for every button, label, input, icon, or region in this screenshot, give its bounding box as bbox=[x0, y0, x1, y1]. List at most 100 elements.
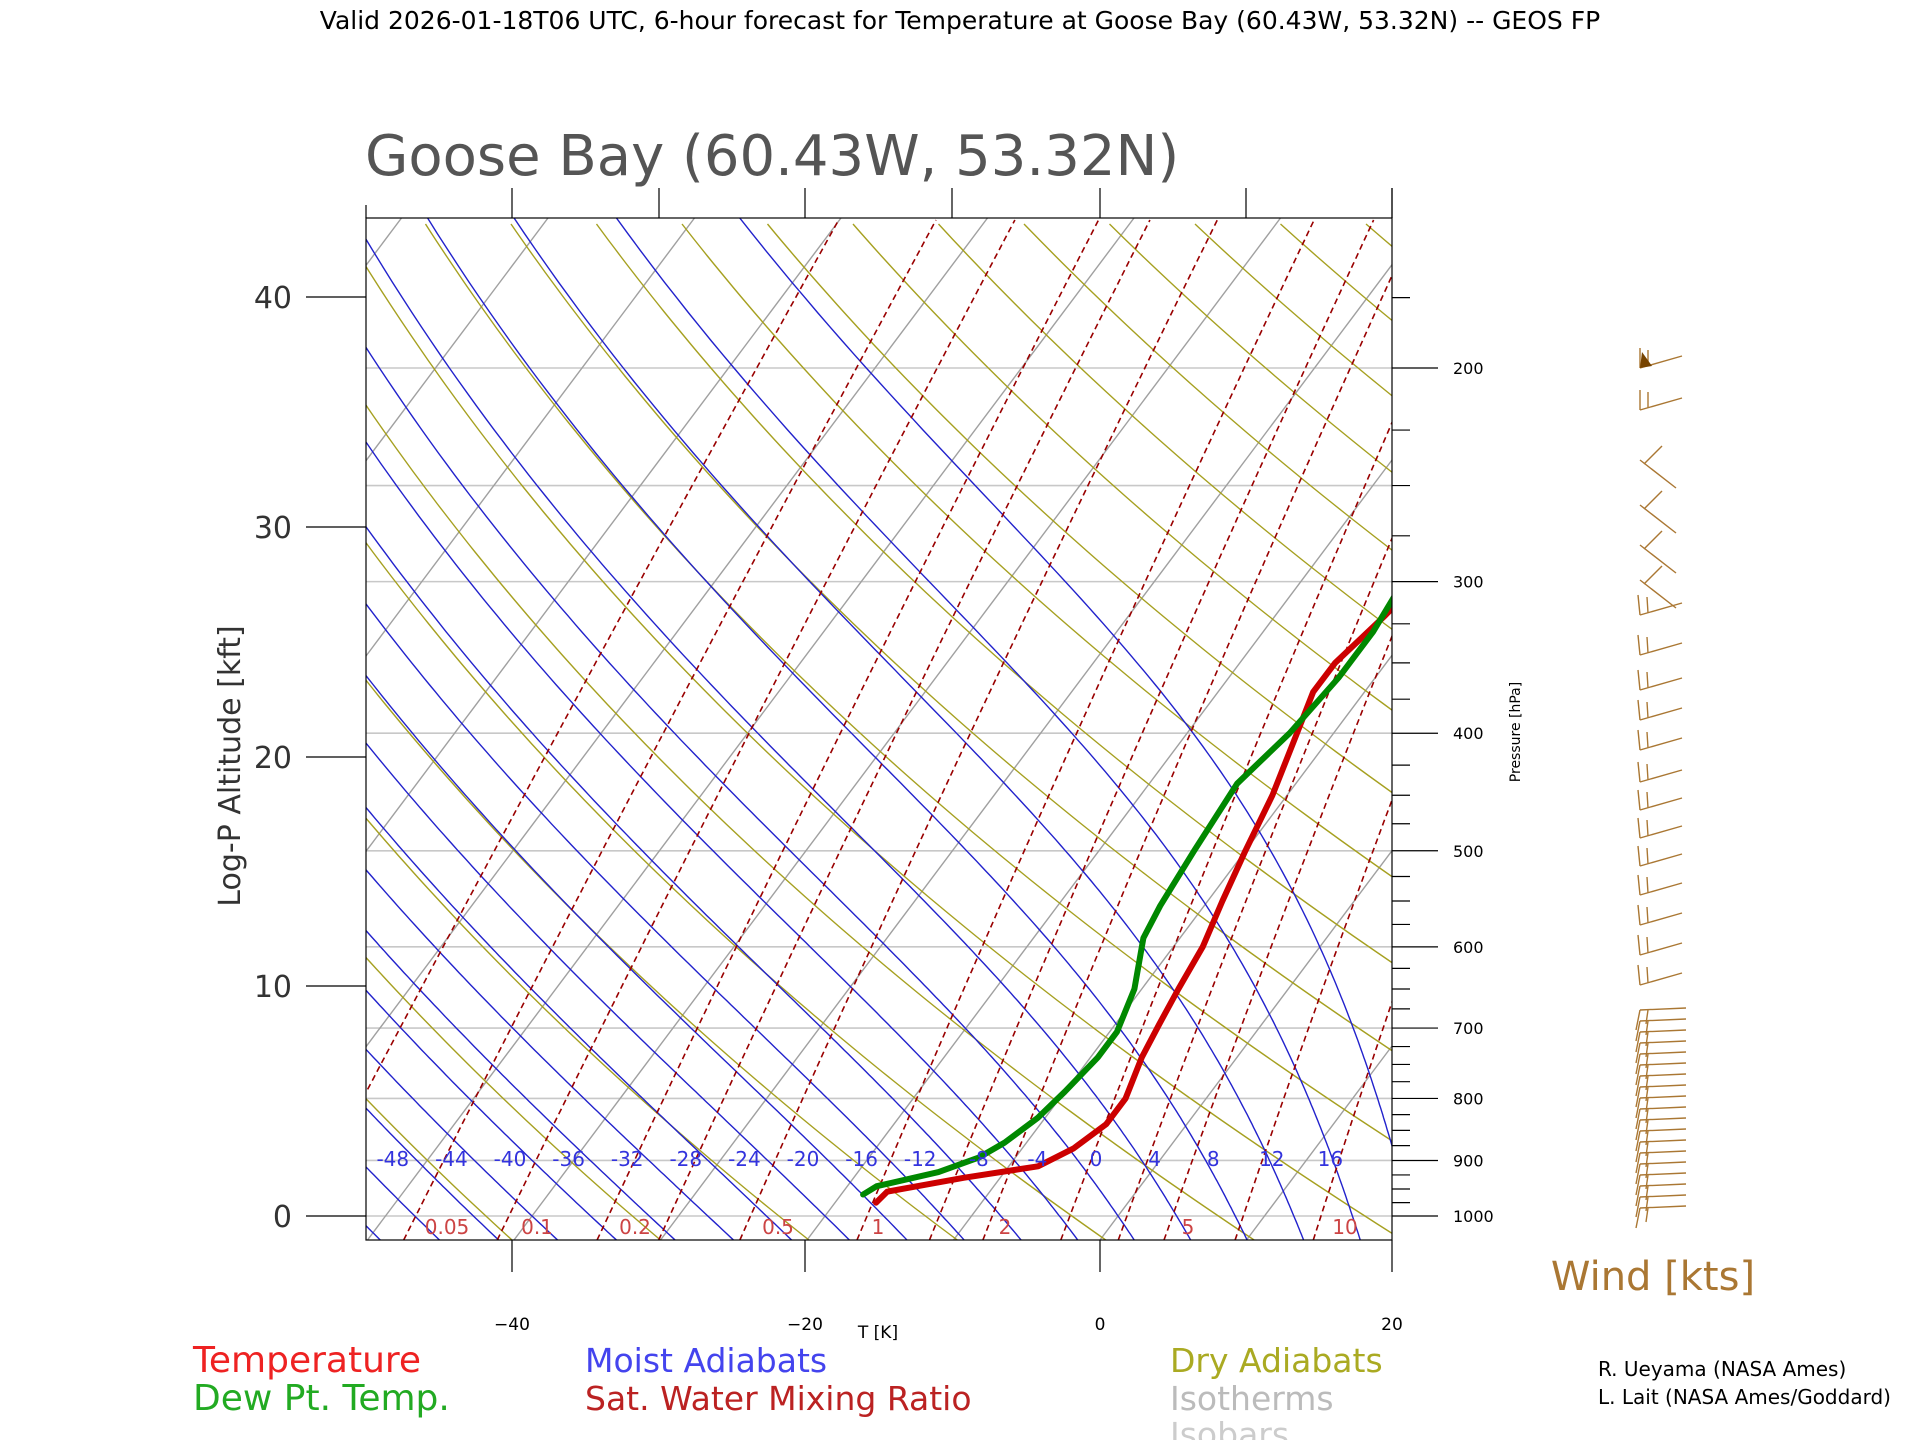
moist-adiabat-line bbox=[162, 180, 1027, 1247]
wind-barb bbox=[1638, 790, 1682, 810]
temperature-profile bbox=[876, 216, 1920, 1202]
wind-barb bbox=[1638, 635, 1682, 655]
mixing-ratio-line bbox=[1313, 220, 1685, 1240]
wind-barb bbox=[1638, 818, 1682, 838]
isotherm-line bbox=[1686, 218, 1920, 1240]
dry-adiabat-line bbox=[340, 224, 1403, 1240]
dry-adiabat-line bbox=[1366, 224, 1920, 1240]
dry-adiabat-line bbox=[0, 224, 660, 1240]
moist-adiabat-line bbox=[269, 180, 1139, 1247]
y-axis-label: Log-P Altitude [kft] bbox=[213, 625, 248, 906]
wind-barb bbox=[1638, 762, 1682, 782]
moist-adiabat-line bbox=[405, 180, 1251, 1247]
wind-barb bbox=[1640, 531, 1676, 573]
dry-adiabat-line bbox=[426, 224, 1552, 1240]
dry-adiabat-line bbox=[1623, 224, 1920, 1240]
x-tick-label: 0 bbox=[1095, 1315, 1106, 1335]
moist-adiabat-line bbox=[32, 180, 856, 1247]
isotherm-line bbox=[0, 218, 109, 1240]
dry-adiabat-line bbox=[1794, 224, 1920, 1240]
wind-barb bbox=[1640, 446, 1676, 488]
moist-adiabat-label: -48 bbox=[376, 1147, 409, 1171]
mixing-ratio-line bbox=[1572, 220, 1891, 1240]
dry-adiabat-line bbox=[0, 224, 364, 1240]
dry-adiabat-line bbox=[768, 224, 1920, 1240]
moist-adiabat-label: -40 bbox=[494, 1147, 527, 1171]
isotherm-line bbox=[0, 218, 402, 1240]
dry-adiabat-line bbox=[1879, 224, 1920, 1240]
mixing-ratio-label: 2 bbox=[999, 1215, 1012, 1239]
mixing-ratio-label: 0.2 bbox=[619, 1215, 651, 1239]
isotherm-line bbox=[1540, 218, 1920, 1240]
moist-adiabat-label: -16 bbox=[845, 1147, 878, 1171]
dewpoint-profile bbox=[863, 216, 1758, 1194]
pressure-tick-label: 400 bbox=[1453, 724, 1484, 743]
moist-adiabat-label: -36 bbox=[552, 1147, 585, 1171]
moist-adiabat-line bbox=[0, 406, 387, 1247]
moist-adiabat-line bbox=[212, 180, 1082, 1247]
wind-barb bbox=[1640, 348, 1682, 368]
moist-adiabat-label: -44 bbox=[435, 1147, 468, 1171]
moist-adiabat-label: -24 bbox=[728, 1147, 761, 1171]
mixing-ratio-label: 0.05 bbox=[425, 1215, 470, 1239]
mixing-ratio-line bbox=[983, 220, 1417, 1240]
y-tick-label: 30 bbox=[254, 511, 292, 546]
dry-adiabat-line bbox=[0, 224, 809, 1240]
moist-adiabat-label: -20 bbox=[787, 1147, 820, 1171]
moist-adiabat-line bbox=[0, 199, 741, 1247]
moist-adiabat-line bbox=[590, 180, 1363, 1247]
dry-adiabat-line bbox=[853, 224, 1920, 1240]
credit-line-1: R. Ueyama (NASA Ames) bbox=[1598, 1357, 1846, 1381]
moist-adiabat-line bbox=[73, 180, 914, 1247]
moist-adiabat-line bbox=[0, 180, 799, 1247]
wind-barb bbox=[1638, 875, 1682, 895]
pressure-tick-label: 1000 bbox=[1453, 1207, 1494, 1226]
y-tick-label: 20 bbox=[254, 741, 292, 776]
moist-adiabat-label: 16 bbox=[1318, 1147, 1343, 1171]
moist-adiabat-line bbox=[489, 180, 1306, 1247]
dry-adiabat-line bbox=[1281, 224, 1920, 1240]
wind-barbs bbox=[1636, 348, 1686, 1228]
mixing-ratio-label: 0.5 bbox=[762, 1215, 794, 1239]
moist-adiabat-label: 4 bbox=[1148, 1147, 1161, 1171]
pressure-tick-label: 300 bbox=[1453, 573, 1484, 592]
legend-moist-adiabats: Moist Adiabats bbox=[585, 1341, 827, 1380]
chart-title: Goose Bay (60.43W, 53.32N) bbox=[365, 124, 1179, 189]
mixing-ratio-line bbox=[659, 220, 1150, 1240]
y-tick-label: 40 bbox=[254, 281, 292, 316]
dry-adiabat-line bbox=[0, 224, 215, 1240]
wind-barb bbox=[1638, 935, 1682, 955]
y-tick-label: 10 bbox=[254, 970, 292, 1005]
pressure-tick-label: 200 bbox=[1453, 359, 1484, 378]
pressure-tick-label: 600 bbox=[1453, 938, 1484, 957]
moist-adiabat-label: -4 bbox=[1027, 1147, 1047, 1171]
moist-adiabat-label: -8 bbox=[969, 1147, 989, 1171]
mixing-ratio-label: 5 bbox=[1182, 1215, 1195, 1239]
wind-label: Wind [kts] bbox=[1551, 1254, 1755, 1300]
wind-barb bbox=[1640, 390, 1682, 410]
legend: Temperature Dew Pt. Temp. Moist Adiabats… bbox=[192, 1340, 1383, 1440]
legend-mixing-ratio: Sat. Water Mixing Ratio bbox=[585, 1379, 972, 1418]
wind-barb bbox=[1638, 670, 1682, 690]
wind-barb bbox=[1636, 1206, 1686, 1228]
mixing-ratio-line bbox=[289, 220, 839, 1240]
legend-isotherms: Isotherms bbox=[1170, 1379, 1334, 1418]
page-title: Valid 2026-01-18T06 UTC, 6-hour forecast… bbox=[320, 6, 1600, 35]
mixing-ratio-label: 1 bbox=[872, 1215, 885, 1239]
dry-adiabat-line bbox=[255, 224, 1255, 1240]
isotherm-line bbox=[514, 218, 1281, 1240]
wind-barb bbox=[1638, 595, 1682, 615]
x-tick-label: −40 bbox=[494, 1315, 530, 1335]
mixing-ratio-label: 0.1 bbox=[521, 1215, 553, 1239]
isotherm-line bbox=[1247, 218, 1920, 1240]
moist-adiabat-line bbox=[0, 341, 506, 1247]
mixing-ratio-line bbox=[497, 220, 1015, 1240]
y-tick-label: 0 bbox=[273, 1200, 292, 1235]
isotherm-line bbox=[221, 218, 988, 1240]
moist-adiabat-label: -12 bbox=[904, 1147, 937, 1171]
wind-barb bbox=[1638, 905, 1682, 925]
x-tick-label: −20 bbox=[787, 1315, 823, 1335]
moist-adiabat-label: 12 bbox=[1259, 1147, 1284, 1171]
pressure-tick-label: 700 bbox=[1453, 1019, 1484, 1038]
